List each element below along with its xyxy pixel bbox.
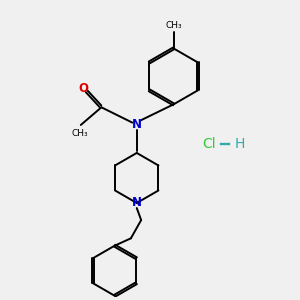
- Text: CH₃: CH₃: [71, 128, 88, 137]
- Text: CH₃: CH₃: [165, 21, 182, 30]
- Text: Cl: Cl: [202, 137, 216, 151]
- Text: N: N: [132, 196, 142, 209]
- Text: O: O: [79, 82, 89, 95]
- Text: H: H: [235, 137, 245, 151]
- Text: N: N: [132, 118, 142, 131]
